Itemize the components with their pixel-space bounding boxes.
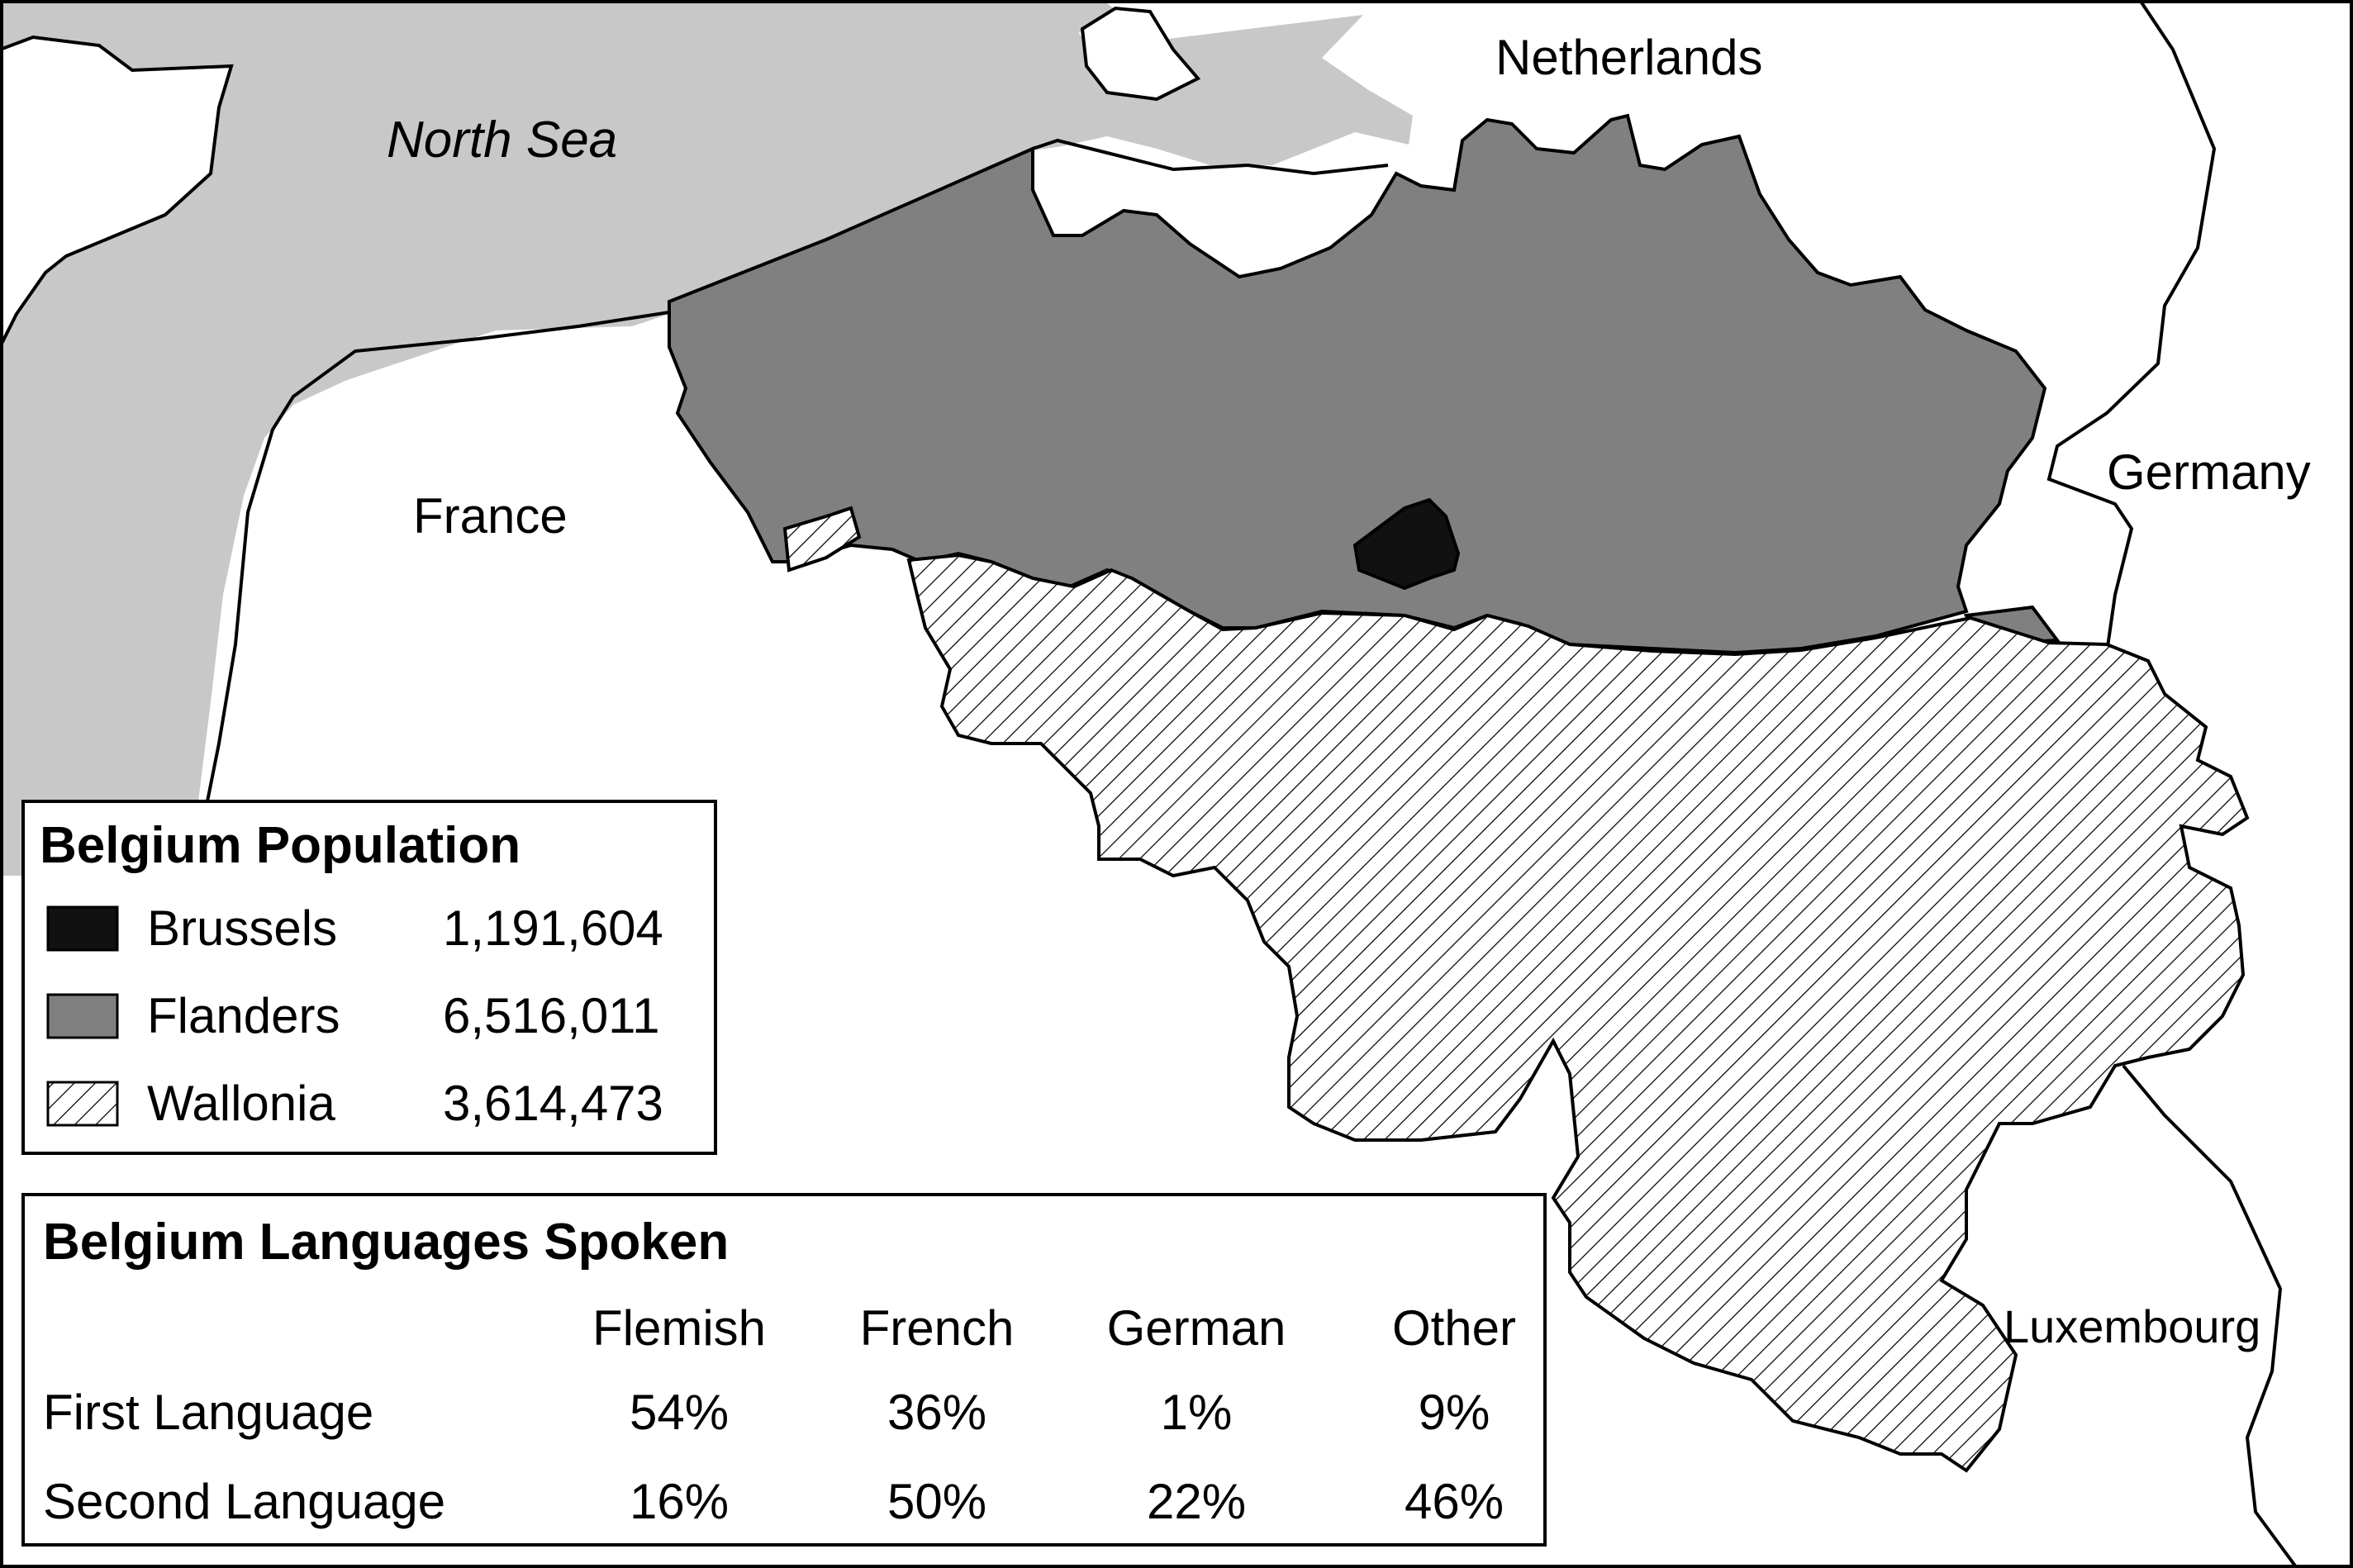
label-luxembourg: Luxembourg	[2004, 1300, 2260, 1352]
wallonia-comines-piece	[782, 506, 862, 573]
table-cell: 50%	[887, 1474, 986, 1529]
table-cell: 9%	[1419, 1385, 1490, 1440]
label-france: France	[413, 488, 568, 544]
label-netherlands: Netherlands	[1495, 30, 1763, 85]
column-header: French	[860, 1300, 1015, 1356]
languages-table: Belgium Languages Spoken Flemish French …	[21, 1193, 1547, 1547]
luxembourg-border	[2122, 1064, 2298, 1568]
population-value: 6,516,011	[443, 988, 659, 1043]
table-cell: 1%	[1161, 1385, 1233, 1440]
table-cell: 16%	[630, 1474, 729, 1529]
wallonia-region	[906, 553, 2250, 1473]
population-region-label: Brussels	[147, 900, 337, 956]
population-legend-title: Belgium Population	[40, 817, 521, 874]
column-header: Flemish	[592, 1300, 766, 1356]
population-value: 1,191,604	[443, 900, 663, 956]
label-north-sea: North Sea	[387, 112, 617, 169]
languages-table-frame	[21, 1193, 1547, 1547]
population-region-label: Wallonia	[147, 1076, 336, 1131]
table-cell: 22%	[1147, 1474, 1246, 1529]
table-cell: 54%	[630, 1385, 729, 1440]
germany-border	[2046, 0, 2217, 653]
languages-table-title: Belgium Languages Spoken	[43, 1214, 729, 1271]
population-legend-frame	[21, 800, 717, 1155]
swatch-wallonia	[46, 1081, 119, 1127]
swatch-flanders	[46, 993, 119, 1039]
row-label: Second Language	[43, 1474, 445, 1529]
coastline	[0, 35, 234, 348]
north-sea-area	[0, 0, 1413, 876]
table-cell: 46%	[1405, 1474, 1504, 1529]
row-label: First Language	[43, 1385, 373, 1440]
swatch-brussels	[46, 905, 119, 952]
brussels-region	[1352, 497, 1461, 591]
column-header: German	[1107, 1300, 1286, 1356]
french-coast	[201, 311, 670, 827]
zeeland-island	[1080, 6, 1201, 102]
population-value: 3,614,473	[443, 1076, 663, 1131]
label-germany: Germany	[2107, 444, 2311, 500]
netherlands-border	[1032, 138, 1389, 176]
population-region-label: Flanders	[147, 988, 340, 1043]
column-header: Other	[1392, 1300, 1516, 1356]
table-cell: 36%	[887, 1385, 986, 1440]
population-legend: Belgium Population Brussels 1,191,604 Fl…	[21, 800, 717, 1155]
